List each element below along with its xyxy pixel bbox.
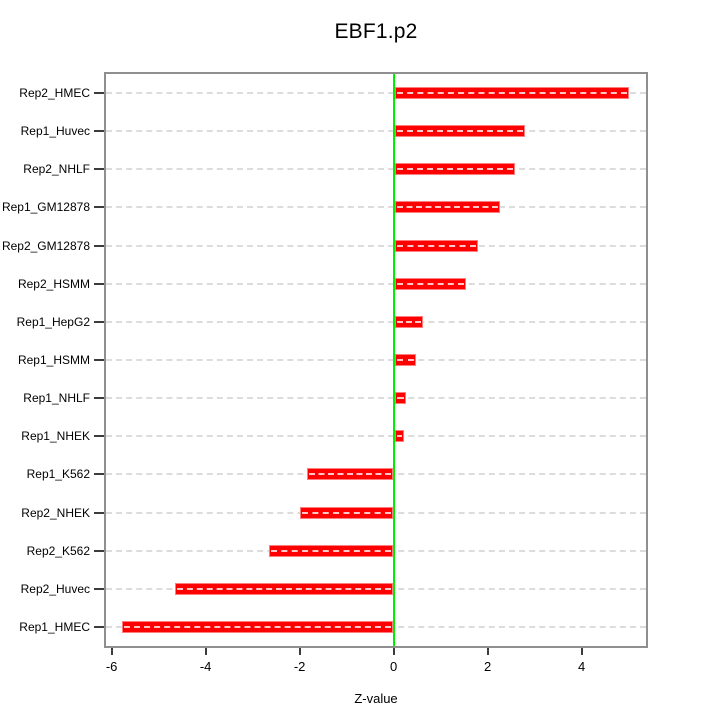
y-axis-tick: [94, 244, 104, 247]
bar-Rep2_Huvec: [175, 582, 393, 595]
bar-inner-dash: [271, 549, 391, 552]
y-axis-tick: [94, 435, 104, 438]
y-axis-tick: [94, 473, 104, 476]
gridline: [106, 168, 646, 171]
y-axis-tick: [94, 320, 104, 323]
gridline: [106, 397, 646, 400]
category-label: Rep2_HMEC: [19, 86, 90, 101]
x-axis-label: Z-value: [354, 691, 398, 706]
gridline: [106, 244, 646, 247]
x-axis-tick: [486, 648, 489, 655]
bar-Rep1_HepG2: [394, 315, 424, 328]
bar-inner-dash: [396, 244, 477, 247]
bar-inner-dash: [396, 206, 499, 209]
bar-Rep1_HSMM: [394, 354, 416, 366]
bar-inner-dash: [396, 359, 414, 361]
y-axis-tick: [94, 397, 104, 400]
y-axis-tick: [94, 549, 104, 552]
bar-inner-dash: [396, 320, 422, 323]
bar-inner-dash: [396, 435, 402, 438]
plot-area: [104, 72, 648, 648]
bar-inner-dash: [308, 473, 391, 476]
x-tick-label: -2: [293, 659, 306, 674]
bar-Rep2_GM12878: [394, 239, 479, 252]
category-label: Rep1_HepG2: [16, 314, 90, 329]
bar-inner-dash: [124, 625, 391, 628]
gridline: [106, 320, 646, 323]
bar-inner-dash: [396, 168, 513, 171]
x-tick-label: 4: [577, 659, 586, 674]
chart-title: EBF1.p2: [334, 20, 418, 43]
bar-Rep1_NHEK: [394, 430, 404, 443]
bar-inner-dash: [396, 92, 627, 95]
y-axis-tick: [94, 168, 104, 171]
x-tick-label: -4: [199, 659, 212, 674]
bar-Rep1_K562: [306, 468, 393, 481]
y-axis-tick: [94, 587, 104, 590]
bar-Rep2_NHLF: [394, 163, 515, 176]
gridline: [106, 92, 646, 95]
y-axis-tick: [94, 92, 104, 95]
bar-inner-dash: [301, 511, 391, 514]
x-axis-tick: [204, 648, 207, 655]
category-label: Rep1_Huvec: [20, 124, 90, 139]
bar-Rep2_K562: [269, 544, 393, 557]
category-label: Rep2_Huvec: [20, 581, 90, 596]
category-label: Rep2_NHEK: [21, 505, 90, 520]
bar-Rep1_Huvec: [394, 125, 526, 138]
category-label: Rep1_NHLF: [23, 391, 90, 406]
gridline: [106, 359, 646, 361]
category-label: Rep1_K562: [26, 467, 90, 482]
gridline: [106, 435, 646, 438]
category-label: Rep2_HSMM: [17, 276, 90, 291]
x-axis-tick: [392, 648, 395, 655]
y-axis-tick: [94, 359, 104, 361]
bar-Rep2_NHEK: [299, 506, 393, 519]
category-label: Rep1_HSMM: [17, 353, 90, 367]
x-axis-tick: [580, 648, 583, 655]
gridline: [106, 130, 646, 133]
bar-inner-dash: [396, 130, 524, 133]
x-tick-label: 0: [389, 659, 398, 674]
bar-inner-dash: [396, 397, 404, 400]
zero-line: [392, 74, 395, 646]
y-axis-tick: [94, 206, 104, 209]
x-tick-label: -6: [105, 659, 118, 674]
category-label: Rep2_K562: [26, 543, 90, 558]
x-axis-tick: [110, 648, 113, 655]
category-label: Rep1_GM12878: [1, 200, 90, 215]
category-label: Rep2_NHLF: [23, 162, 90, 177]
category-label: Rep1_HMEC: [19, 619, 90, 634]
gridline: [106, 282, 646, 285]
category-label: Rep2_GM12878: [1, 238, 90, 253]
x-tick-label: 2: [483, 659, 492, 674]
y-axis-tick: [94, 282, 104, 285]
gridline: [106, 206, 646, 209]
bar-inner-dash: [396, 282, 465, 285]
y-axis-tick: [94, 511, 104, 514]
bar-Rep1_GM12878: [394, 201, 501, 214]
bar-Rep2_HSMM: [394, 277, 467, 290]
y-axis-tick: [94, 625, 104, 628]
category-label: Rep1_NHEK: [21, 429, 90, 444]
y-axis-tick: [94, 130, 104, 133]
bar-Rep2_HMEC: [394, 87, 629, 100]
bar-inner-dash: [177, 587, 391, 590]
bar-Rep1_NHLF: [394, 392, 406, 405]
bar-Rep1_HMEC: [122, 620, 393, 633]
x-axis-tick: [298, 648, 301, 655]
